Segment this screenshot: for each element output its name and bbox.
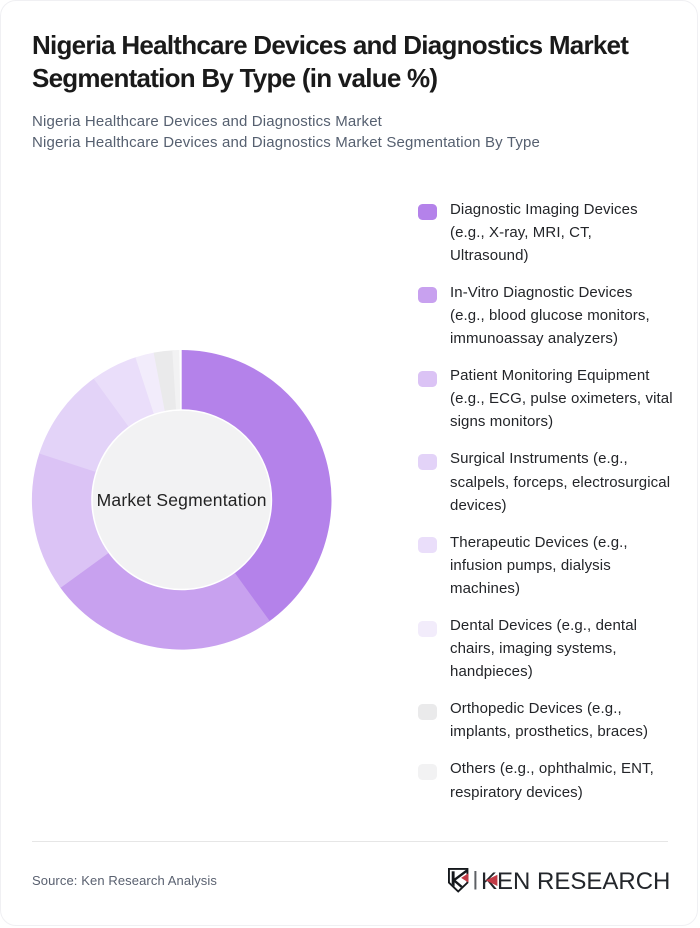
- svg-text:KEN RESEARCH: KEN RESEARCH: [481, 868, 670, 895]
